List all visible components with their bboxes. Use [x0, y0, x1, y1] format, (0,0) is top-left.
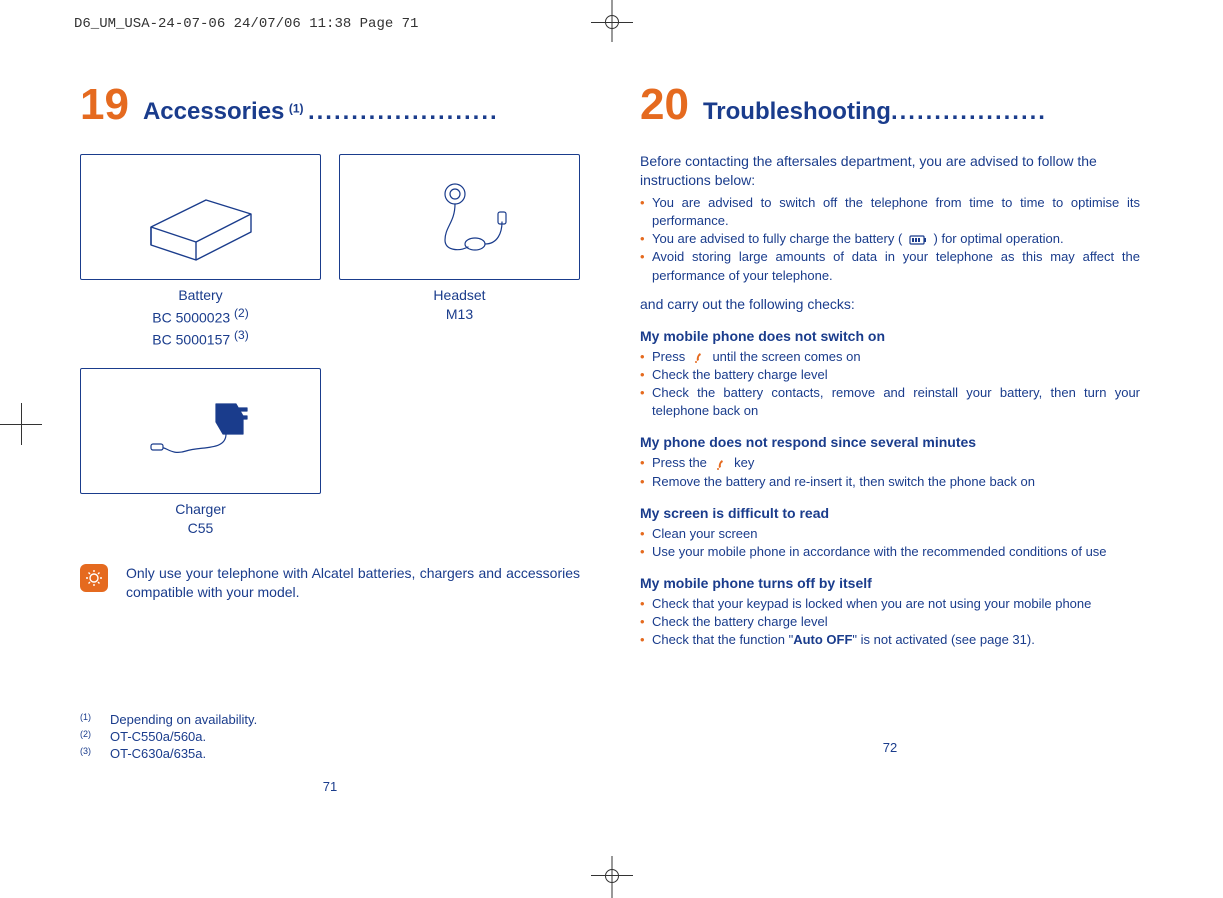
list-item: You are advised to switch off the teleph…	[640, 194, 1140, 230]
section-title: My screen is difficult to read	[640, 505, 1140, 521]
page-number: 72	[640, 740, 1140, 755]
list-item: Use your mobile phone in accordance with…	[640, 543, 1140, 561]
list-item: Check the battery charge level	[640, 366, 1140, 384]
section-bullets: Press until the screen comes onCheck the…	[640, 348, 1140, 421]
chapter-heading: 20 Troubleshooting..................	[640, 80, 1140, 130]
tip-text: Only use your telephone with Alcatel bat…	[126, 564, 580, 602]
chapter-title: Troubleshooting	[703, 98, 891, 125]
chapter-dots: ......................	[308, 98, 499, 125]
headset-illustration	[339, 154, 580, 280]
list-item: Check the battery charge level	[640, 613, 1140, 631]
power-key-icon	[714, 457, 728, 471]
chapter-title: Accessories	[143, 98, 284, 125]
charger-label: Charger C55	[80, 500, 321, 538]
chapter-dots: ..................	[891, 98, 1047, 125]
charger-illustration	[80, 368, 321, 494]
headset-label: Headset M13	[339, 286, 580, 324]
list-item: Clean your screen	[640, 525, 1140, 543]
section-bullets: Clean your screenUse your mobile phone i…	[640, 525, 1140, 561]
list-item: Avoid storing large amounts of data in y…	[640, 248, 1140, 284]
crop-header: D6_UM_USA-24-07-06 24/07/06 11:38 Page 7…	[74, 16, 418, 32]
chapter-title-sup: (1)	[289, 102, 304, 116]
crop-mark	[605, 869, 619, 883]
crop-mark	[605, 15, 619, 29]
page-number: 71	[80, 779, 580, 794]
crop-mark	[21, 403, 22, 445]
list-item: Press until the screen comes on	[640, 348, 1140, 366]
list-item: Press the key	[640, 454, 1140, 472]
section-title: My phone does not respond since several …	[640, 434, 1140, 450]
battery-icon	[909, 235, 927, 245]
intro-bullets: You are advised to switch off the teleph…	[640, 194, 1140, 285]
list-item: Check that your keypad is locked when yo…	[640, 595, 1140, 613]
page-left: 19 Accessories (1) .....................…	[80, 80, 580, 794]
chapter-number: 20	[640, 80, 689, 130]
checks-intro: and carry out the following checks:	[640, 295, 1140, 314]
footnotes: (1)Depending on availability. (2)OT-C550…	[80, 712, 580, 761]
battery-illustration	[80, 154, 321, 280]
list-item: Check the battery contacts, remove and r…	[640, 384, 1140, 420]
chapter-heading: 19 Accessories (1) .....................…	[80, 80, 580, 130]
battery-label: Battery BC 5000023 (2) BC 5000157 (3)	[80, 286, 321, 350]
section-bullets: Check that your keypad is locked when yo…	[640, 595, 1140, 650]
section-bullets: Press the keyRemove the battery and re-i…	[640, 454, 1140, 490]
section-title: My mobile phone turns off by itself	[640, 575, 1140, 591]
list-item: Check that the function "Auto OFF" is no…	[640, 631, 1140, 649]
list-item: Remove the battery and re-insert it, the…	[640, 473, 1140, 491]
section-title: My mobile phone does not switch on	[640, 328, 1140, 344]
list-item: You are advised to fully charge the batt…	[640, 230, 1140, 248]
power-key-icon	[692, 350, 706, 364]
intro-text: Before contacting the aftersales departm…	[640, 152, 1140, 190]
tip-icon	[80, 564, 108, 592]
page-right: 20 Troubleshooting.................. Bef…	[640, 80, 1140, 755]
chapter-number: 19	[80, 80, 129, 130]
